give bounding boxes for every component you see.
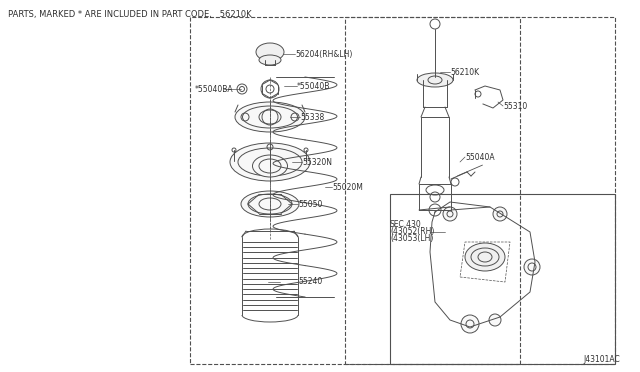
Ellipse shape [253,155,287,177]
Text: (43053(LH): (43053(LH) [390,234,433,243]
Text: *55040B: *55040B [297,81,330,90]
Bar [345,17,615,364]
Text: 56204(RH&LH): 56204(RH&LH) [295,49,353,58]
Ellipse shape [235,102,305,132]
Text: 55020M: 55020M [332,183,363,192]
Ellipse shape [417,73,453,87]
Ellipse shape [230,143,310,181]
Circle shape [493,207,507,221]
Text: 56210K: 56210K [450,67,479,77]
Text: 55310: 55310 [503,102,527,110]
Circle shape [524,259,540,275]
Ellipse shape [256,43,284,61]
Text: *55040BA: *55040BA [195,84,234,93]
Ellipse shape [465,243,505,271]
Circle shape [489,314,501,326]
Text: SEC.430: SEC.430 [390,219,422,228]
Circle shape [461,315,479,333]
Text: (43052(RH): (43052(RH) [390,227,435,235]
Ellipse shape [259,55,281,65]
Circle shape [443,207,457,221]
Text: 55338: 55338 [300,112,324,122]
Bar [390,194,615,364]
Text: J43101AC: J43101AC [583,356,620,365]
Text: 55050: 55050 [298,199,323,208]
Text: 55040A: 55040A [465,153,495,161]
Text: 55240: 55240 [298,278,323,286]
Bar [190,17,520,364]
Text: 55320N: 55320N [302,157,332,167]
Ellipse shape [241,191,299,217]
Text: PARTS, MARKED * ARE INCLUDED IN PART CODE,   56210K: PARTS, MARKED * ARE INCLUDED IN PART COD… [8,10,252,19]
